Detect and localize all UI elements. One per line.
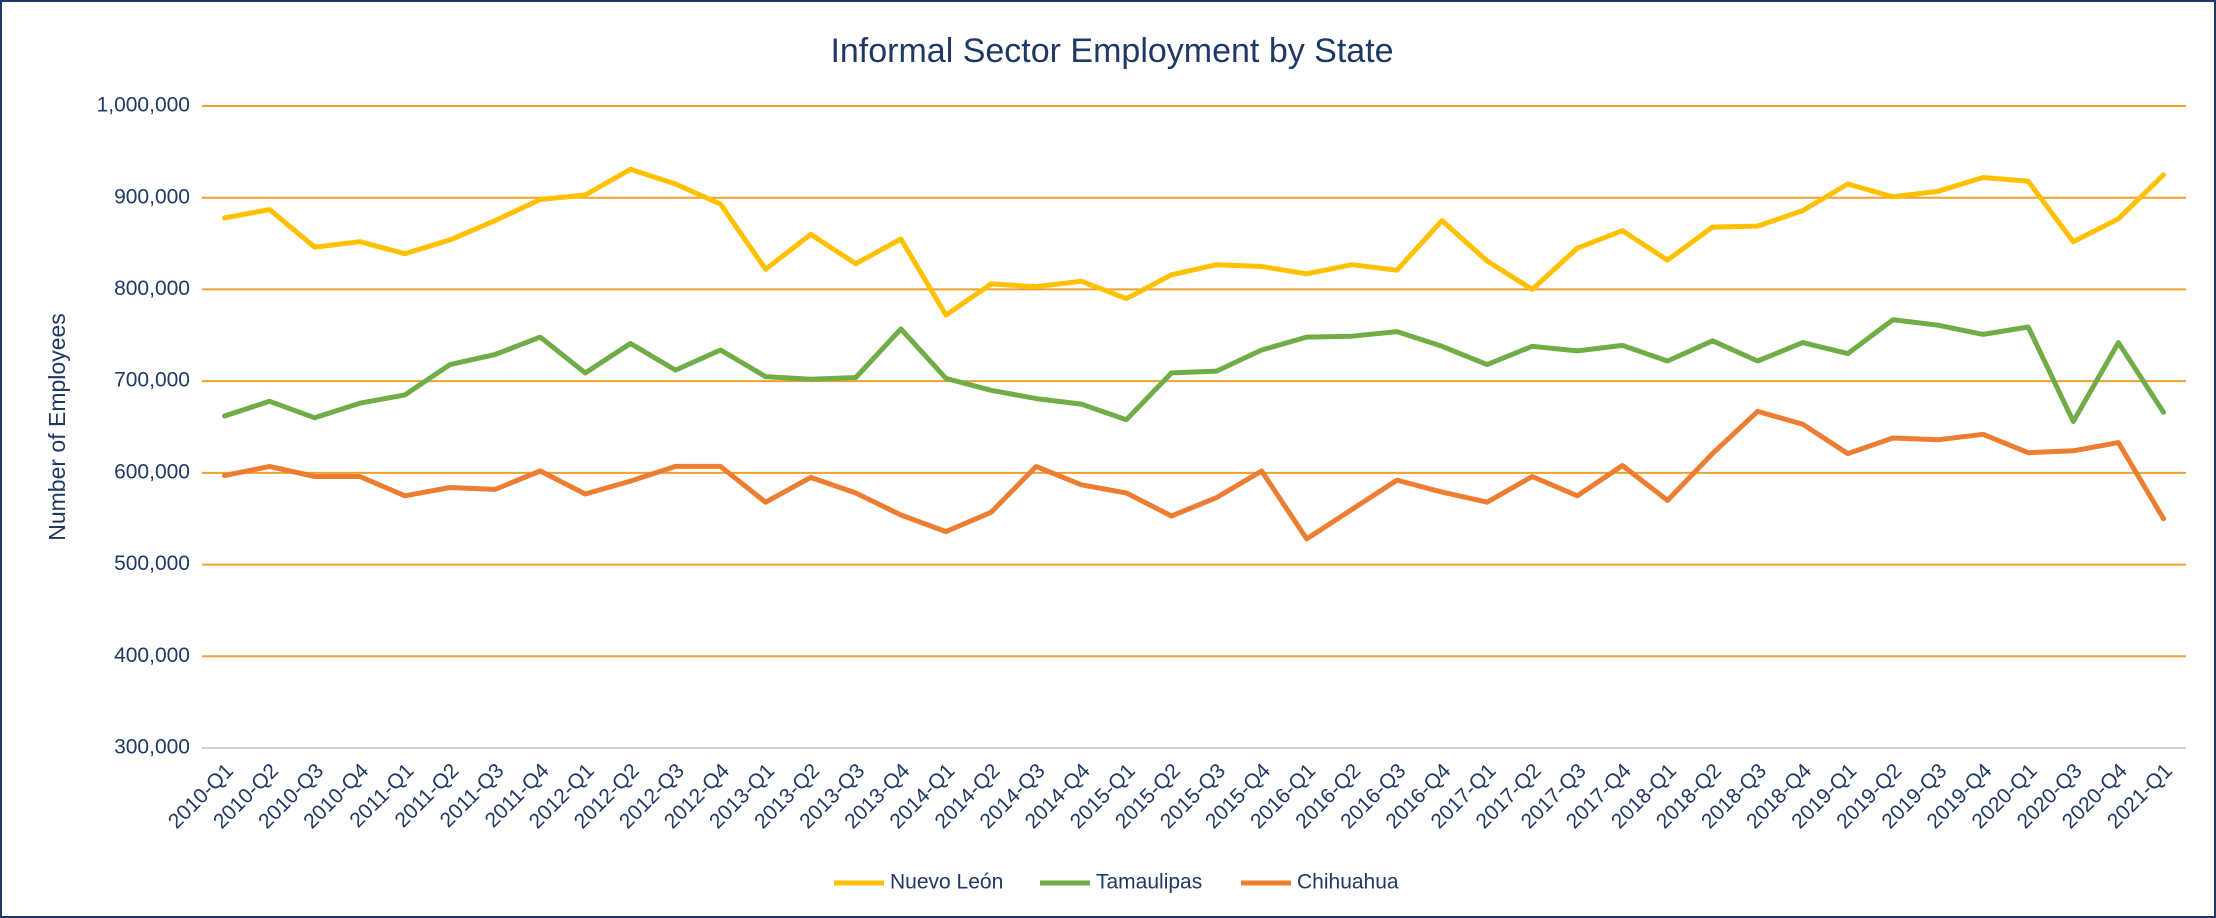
series-line (222, 408, 2166, 542)
y-tick-label: 300,000 (114, 736, 190, 759)
chart-title: Informal Sector Employment by State (830, 32, 1393, 70)
legend-label: Tamaulipas (1096, 871, 1202, 894)
series-line (222, 166, 2166, 318)
y-tick-label: 900,000 (114, 185, 190, 208)
y-tick-label: 400,000 (114, 644, 190, 667)
y-tick-label: 600,000 (114, 460, 190, 483)
y-tick-label: 500,000 (114, 552, 190, 575)
y-tick-label: 800,000 (114, 277, 190, 300)
y-axis-label: Number of Employees (44, 313, 70, 541)
y-tick-label: 1,000,000 (97, 94, 190, 117)
legend-label: Nuevo León (890, 871, 1003, 894)
y-tick-label: 700,000 (114, 369, 190, 392)
legend-label: Chihuahua (1297, 871, 1399, 894)
series-line (222, 317, 2166, 424)
